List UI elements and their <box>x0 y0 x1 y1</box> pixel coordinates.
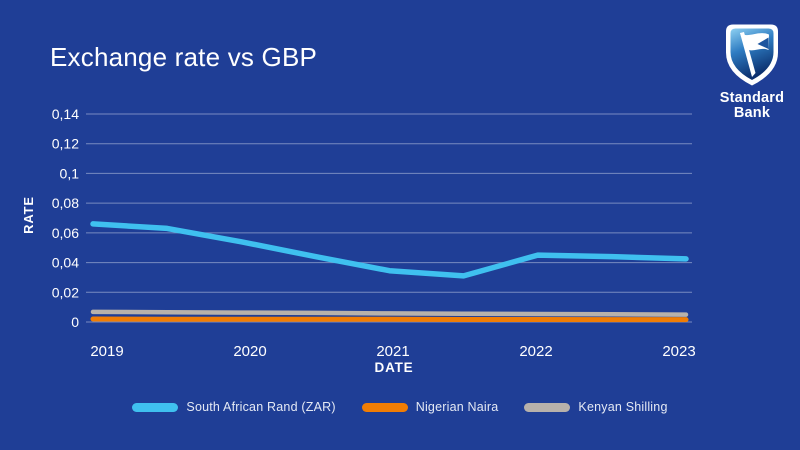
y-tick-label: 0,14 <box>52 106 79 122</box>
legend-item-kenyan-shilling: Kenyan Shilling <box>524 400 667 414</box>
chart-title: Exchange rate vs GBP <box>50 42 318 72</box>
brand-line-2: Bank <box>733 105 771 122</box>
legend-label-kenyan-shilling: Kenyan Shilling <box>578 400 668 414</box>
legend-swatch-south-african-rand-zar <box>132 402 179 412</box>
y-axis-title: RATE <box>21 196 36 234</box>
legend-label-nigerian-naira: Nigerian Naira <box>415 400 499 414</box>
y-tick-label: 0 <box>71 314 79 330</box>
x-tick-label: 2019 <box>90 343 123 360</box>
y-tick-label: 0,06 <box>52 225 79 241</box>
y-tick-label: 0,1 <box>60 165 80 181</box>
x-axis-title: DATE <box>375 360 414 375</box>
series-line-kenyan-shilling <box>90 309 689 317</box>
series-line-nigerian-naira <box>90 316 689 323</box>
legend-item-south-african-rand-zar: South African Rand (ZAR) <box>132 400 336 414</box>
x-tick-label: 2022 <box>519 343 552 360</box>
legend-swatch-nigerian-naira <box>361 402 408 412</box>
y-tick-label: 0,12 <box>52 136 79 152</box>
y-tick-label: 0,04 <box>52 255 79 271</box>
standard-bank-shield-icon <box>726 24 778 86</box>
legend-swatch-kenyan-shilling <box>524 402 571 412</box>
legend-label-south-african-rand-zar: South African Rand (ZAR) <box>186 400 336 414</box>
chart-legend: South African Rand (ZAR) Nigerian Naira Ke… <box>0 400 800 414</box>
x-tick-label: 2020 <box>233 343 266 360</box>
x-tick-label: 2021 <box>376 343 409 360</box>
y-tick-label: 0,08 <box>52 195 79 211</box>
legend-item-nigerian-naira: Nigerian Naira <box>361 400 499 414</box>
x-tick-label: 2023 <box>662 343 695 360</box>
y-tick-label: 0,02 <box>52 284 79 300</box>
standard-bank-logo: Standard Bank <box>706 24 798 122</box>
brand-line-1: Standard <box>719 90 785 106</box>
series-line-south-african-rand-zar <box>90 221 689 279</box>
standard-bank-wordmark: Standard Bank <box>706 90 798 122</box>
